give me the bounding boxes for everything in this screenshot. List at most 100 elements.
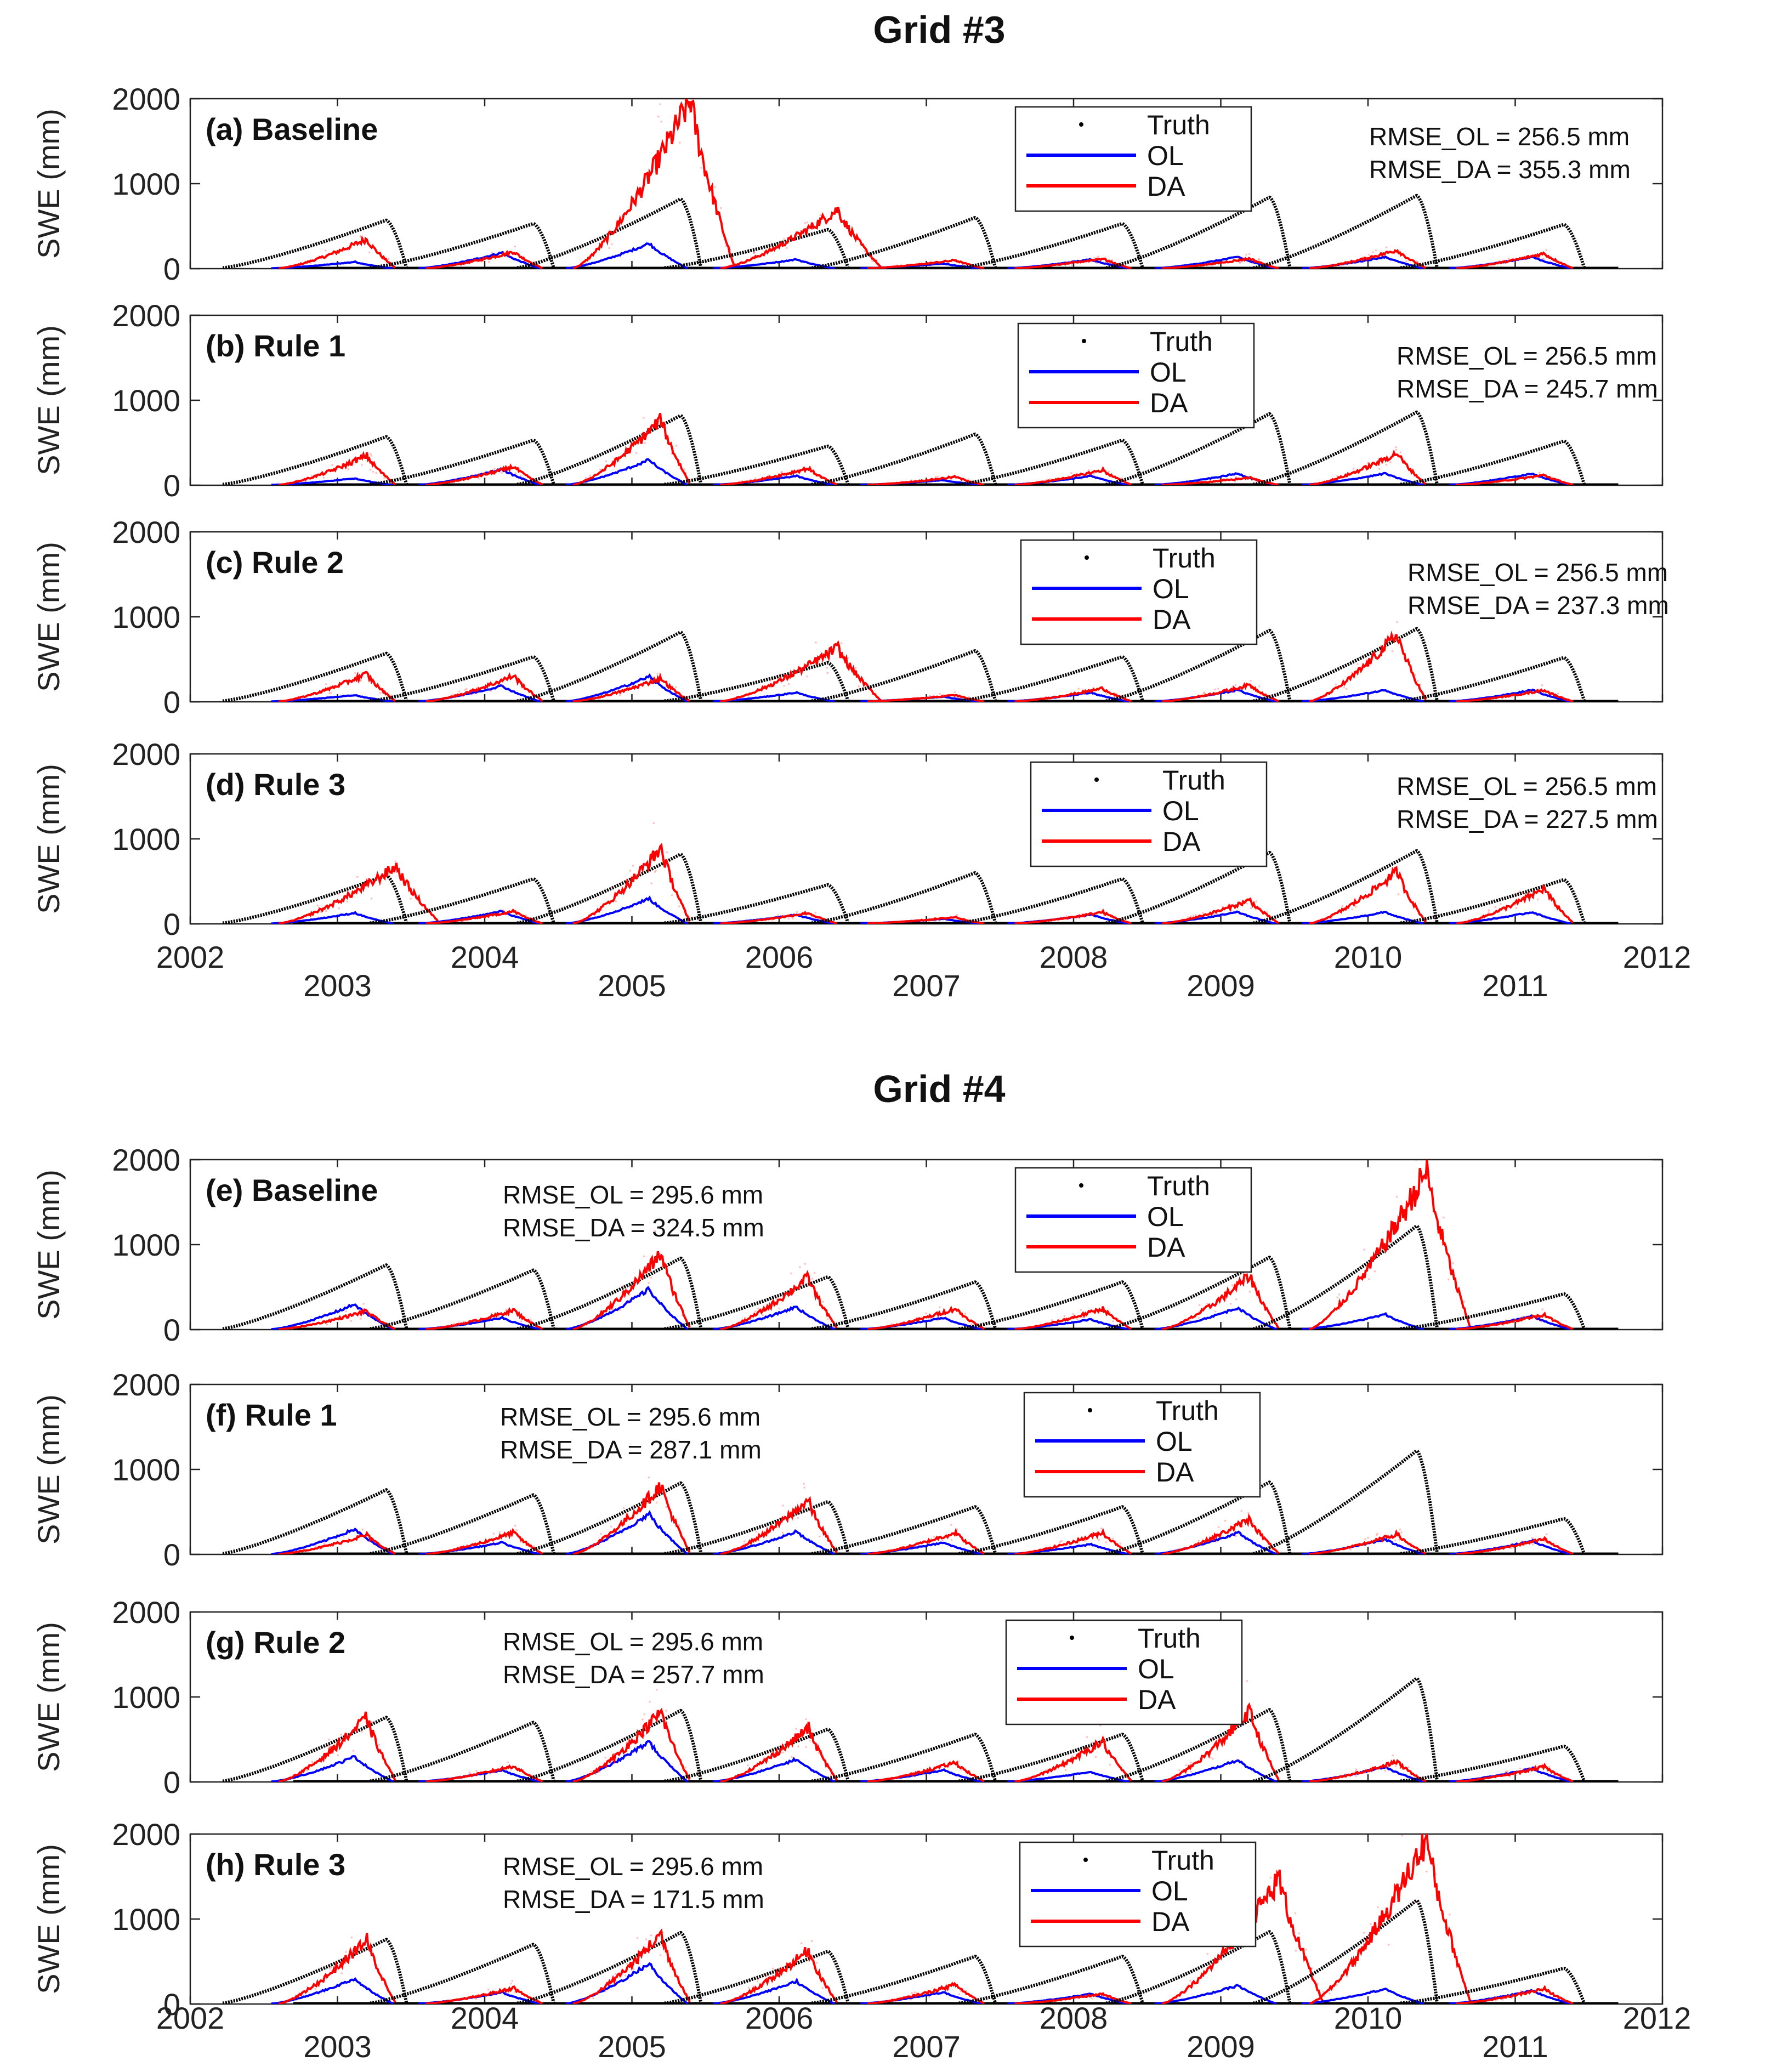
legend-label-da: DA bbox=[1147, 1232, 1185, 1263]
da-ensemble-point bbox=[970, 1323, 973, 1325]
da-ensemble-point bbox=[884, 2001, 886, 2003]
da-ensemble-point bbox=[287, 2000, 290, 2002]
da-ensemble-point bbox=[928, 1995, 930, 1998]
da-ensemble-point bbox=[1092, 686, 1094, 689]
da-ensemble-point bbox=[780, 681, 782, 684]
da-ensemble-point bbox=[1080, 1309, 1082, 1311]
da-ensemble-point bbox=[1424, 920, 1427, 923]
da-ensemble-point bbox=[869, 700, 871, 702]
plot-area bbox=[222, 1834, 1619, 2004]
da-ensemble-point bbox=[525, 915, 527, 917]
da-series-segment bbox=[278, 1530, 396, 1554]
da-ensemble-point bbox=[1065, 917, 1068, 919]
truth-series-segment bbox=[1253, 410, 1439, 485]
da-ensemble-point bbox=[490, 690, 492, 692]
da-ensemble-point bbox=[776, 1298, 779, 1300]
da-ensemble-point bbox=[1478, 1550, 1481, 1553]
da-ensemble-point bbox=[1391, 650, 1394, 652]
da-ensemble-point bbox=[1419, 690, 1421, 693]
da-ensemble-point bbox=[1475, 482, 1478, 485]
da-ensemble-point bbox=[1223, 478, 1225, 480]
da-ensemble-point bbox=[1456, 484, 1458, 485]
da-ensemble-point bbox=[872, 1552, 875, 1554]
x-tick-label: 2006 bbox=[745, 940, 814, 974]
da-ensemble-point bbox=[1060, 479, 1063, 481]
da-ensemble-point bbox=[956, 1528, 958, 1531]
da-ensemble-point bbox=[360, 236, 362, 239]
da-ensemble-point bbox=[387, 258, 390, 260]
legend-truth-marker bbox=[1094, 777, 1099, 782]
ol-series-segment bbox=[1302, 1987, 1424, 2004]
da-ensemble-point bbox=[1257, 260, 1260, 262]
da-ensemble-point bbox=[466, 1544, 468, 1546]
legend-label-ol: OL bbox=[1162, 796, 1199, 826]
da-ensemble-point bbox=[464, 689, 466, 691]
da-ensemble-point bbox=[1473, 265, 1475, 268]
da-ensemble-point bbox=[1028, 1776, 1030, 1779]
da-ensemble-point bbox=[578, 1779, 580, 1781]
truth-series-segment bbox=[1400, 439, 1586, 485]
truth-series-segment bbox=[1400, 1745, 1586, 1782]
da-ensemble-point bbox=[374, 1543, 377, 1546]
da-ensemble-point bbox=[279, 1328, 281, 1330]
da-ensemble-point bbox=[1258, 685, 1261, 688]
da-ensemble-point bbox=[1077, 916, 1080, 918]
truth-series-segment bbox=[370, 222, 555, 269]
da-ensemble-point bbox=[1511, 260, 1514, 262]
da-ensemble-point bbox=[1546, 1533, 1548, 1536]
da-ensemble-point bbox=[1365, 897, 1367, 899]
panel-frame bbox=[189, 531, 1664, 703]
da-ensemble-point bbox=[1238, 257, 1240, 260]
da-ensemble-point bbox=[1336, 1296, 1338, 1299]
da-ensemble-point bbox=[1511, 695, 1514, 698]
da-ensemble-point bbox=[984, 1328, 986, 1330]
legend-label-ol: OL bbox=[1147, 1201, 1184, 1232]
da-ensemble-point bbox=[331, 1969, 333, 1972]
da-ensemble-point bbox=[730, 482, 733, 485]
da-ensemble-point bbox=[1468, 265, 1471, 268]
da-ensemble-point bbox=[1094, 475, 1096, 478]
da-ensemble-point bbox=[625, 1288, 628, 1290]
da-ensemble-point bbox=[1498, 260, 1501, 263]
da-series-segment bbox=[867, 1305, 985, 1330]
da-ensemble-point bbox=[1250, 679, 1252, 682]
da-series-segment bbox=[1456, 1762, 1574, 1782]
da-ensemble-point bbox=[1557, 692, 1559, 695]
da-ensemble-point bbox=[847, 657, 849, 660]
da-ensemble-point bbox=[1346, 688, 1348, 690]
da-ensemble-point bbox=[335, 1968, 338, 1971]
da-ensemble-point bbox=[319, 1548, 321, 1550]
da-ensemble-point bbox=[597, 697, 599, 699]
da-ensemble-point bbox=[1370, 258, 1372, 260]
da-ensemble-point bbox=[765, 1974, 767, 1977]
da-ensemble-point bbox=[778, 474, 780, 476]
panel-label: (e) Baseline bbox=[206, 1173, 378, 1207]
da-ensemble-point bbox=[1398, 1534, 1400, 1536]
da-ensemble-point bbox=[1067, 695, 1069, 697]
x-tick-label: 2003 bbox=[303, 968, 372, 1003]
da-ensemble-point bbox=[1246, 1680, 1248, 1682]
da-series-segment bbox=[720, 910, 837, 924]
da-ensemble-point bbox=[540, 1780, 543, 1782]
da-ensemble-point bbox=[701, 157, 703, 160]
da-ensemble-point bbox=[639, 1733, 642, 1736]
da-ensemble-point bbox=[803, 1486, 805, 1489]
da-ensemble-point bbox=[1046, 697, 1048, 700]
da-ensemble-point bbox=[1093, 473, 1095, 475]
da-ensemble-point bbox=[1496, 263, 1499, 265]
truth-series-segment bbox=[222, 1938, 408, 2004]
da-ensemble-point bbox=[422, 905, 424, 907]
da-ensemble-point bbox=[903, 1547, 905, 1550]
da-ensemble-point bbox=[936, 1319, 939, 1321]
da-ensemble-point bbox=[882, 1779, 884, 1782]
da-ensemble-point bbox=[501, 684, 503, 686]
da-ensemble-point bbox=[1195, 265, 1197, 268]
rmse-da-text: RMSE_DA = 237.3 mm bbox=[1407, 591, 1669, 620]
da-ensemble-point bbox=[1539, 472, 1541, 474]
da-ensemble-point bbox=[726, 265, 729, 268]
da-ensemble-point bbox=[1041, 919, 1043, 922]
da-series-segment bbox=[1014, 1306, 1132, 1330]
da-ensemble-point bbox=[643, 1734, 645, 1736]
legend-label-da: DA bbox=[1150, 388, 1188, 418]
da-series-segment bbox=[867, 694, 984, 702]
